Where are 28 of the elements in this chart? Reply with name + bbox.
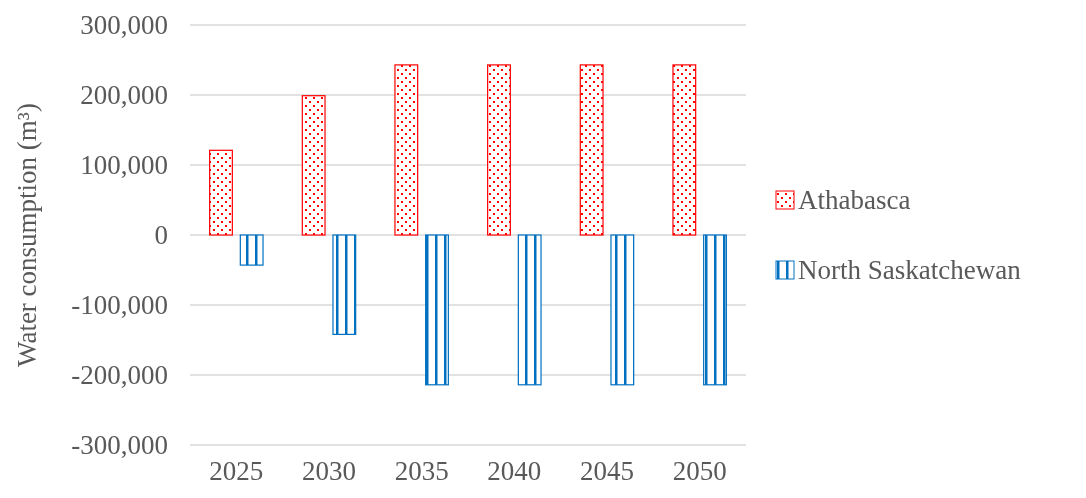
y-tick-label: 0 (154, 220, 168, 251)
bar (703, 234, 727, 386)
legend-label: Athabasca (798, 185, 911, 216)
x-tick-label: 2035 (394, 456, 449, 486)
x-tick-label: 2050 (672, 456, 727, 486)
x-tick-label: 2040 (487, 456, 542, 486)
bar (579, 64, 604, 236)
x-tick-label: 2030 (302, 456, 356, 486)
y-tick-label: -100,000 (71, 290, 168, 321)
bar (239, 234, 264, 266)
bar (610, 234, 635, 386)
x-tick-label: 2045 (580, 456, 634, 486)
x-tick-label: 2025 (209, 456, 264, 486)
y-tick-label: -300,000 (71, 430, 168, 461)
bar (394, 64, 419, 236)
bar (425, 234, 449, 386)
bar (517, 234, 542, 386)
y-tick-label: 200,000 (80, 80, 168, 111)
y-tick-label: 100,000 (80, 150, 168, 181)
y-tick-label: -200,000 (71, 360, 168, 391)
bar (301, 95, 326, 236)
bar (332, 234, 357, 335)
y-tick-label: 300,000 (80, 10, 168, 41)
y-axis-title: Water consumption (m³) (12, 103, 42, 367)
legend-label: North Saskatchewan (798, 255, 1022, 286)
bar (487, 64, 511, 236)
bar (209, 149, 233, 236)
bar (672, 64, 697, 236)
